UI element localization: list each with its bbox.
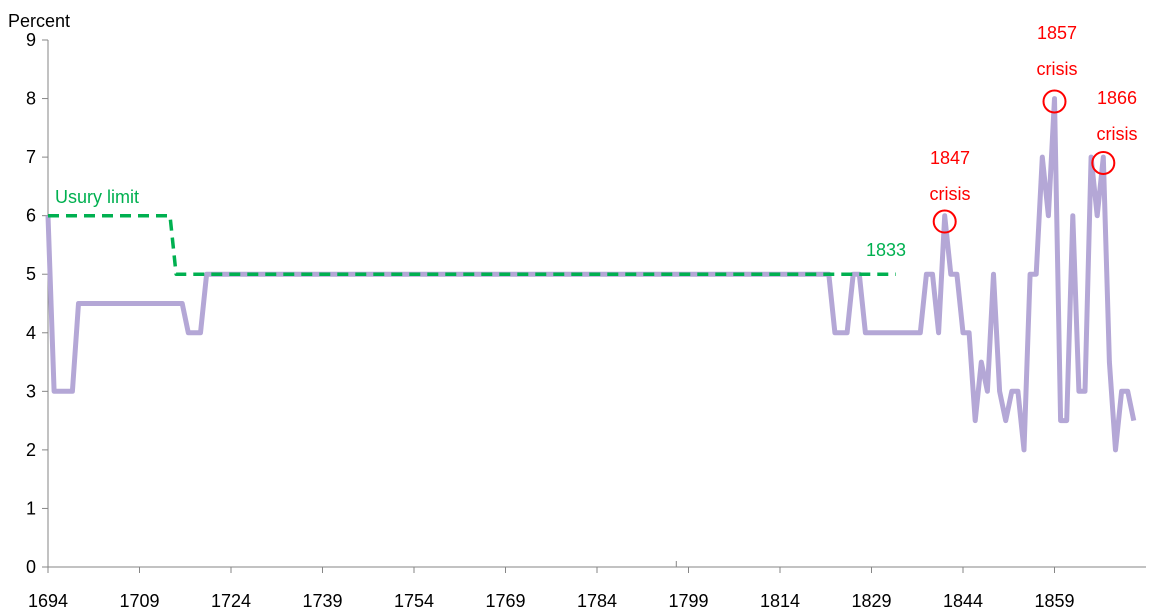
crisis-marker-circle (932, 209, 957, 234)
x-tick-label: 1799 (668, 591, 708, 611)
x-tick-label: 1829 (851, 591, 891, 611)
y-tick-label: 3 (26, 381, 36, 401)
annotation-c1857-year: 1857 (1037, 23, 1077, 43)
usury-limit-line (48, 213, 896, 276)
y-tick-label: 2 (26, 440, 36, 460)
x-tick-label: 1694 (28, 591, 68, 611)
y-tick-label: 1 (26, 498, 36, 518)
annotation-c1847-word: crisis (930, 184, 971, 204)
y-tick-label: 0 (26, 557, 36, 577)
annotation-c1847-year: 1847 (930, 148, 970, 168)
annotation-usury: Usury limit (55, 187, 139, 207)
y-tick-label: 4 (26, 323, 36, 343)
y-tick-label: 8 (26, 89, 36, 109)
interest-rate-line (45, 96, 1137, 453)
y-axis-ticks: 0 1 2 3 4 5 6 7 8 9 (26, 30, 48, 577)
x-tick-label: 1724 (211, 591, 251, 611)
annotations: Usury limit 1833 1847 crisis 1857 crisis 1866 c… (53, 23, 1138, 260)
y-tick-label: 6 (26, 206, 36, 226)
crisis-marker-circle (1042, 89, 1067, 114)
y-axis-label: Percent (8, 11, 70, 31)
crisis-marker-circle (1091, 150, 1116, 175)
x-axis-ticks: 1694 1709 1724 1739 1754 1769 1784 1799 1814 1829… (28, 561, 1075, 611)
annotation-y1833: 1833 (866, 240, 906, 260)
x-tick-label: 1769 (485, 591, 525, 611)
x-tick-label: 1709 (119, 591, 159, 611)
axes (47, 40, 1146, 568)
x-tick-label: 1859 (1034, 591, 1074, 611)
y-tick-label: 7 (26, 147, 36, 167)
annotation-c1857-word: crisis (1037, 59, 1078, 79)
x-tick-label: 1739 (302, 591, 342, 611)
x-tick-label: 1844 (943, 591, 983, 611)
annotation-c1866-year: 1866 (1097, 88, 1137, 108)
usury-label-backdrop (53, 184, 163, 208)
crisis-markers (932, 89, 1116, 234)
y-tick-label: 5 (26, 264, 36, 284)
y-tick-label: 9 (26, 30, 36, 50)
x-tick-label: 1754 (394, 591, 434, 611)
series-layer (45, 96, 1137, 453)
annotation-c1866-word: crisis (1097, 124, 1138, 144)
x-tick-label: 1784 (577, 591, 617, 611)
x-tick-label: 1814 (760, 591, 800, 611)
